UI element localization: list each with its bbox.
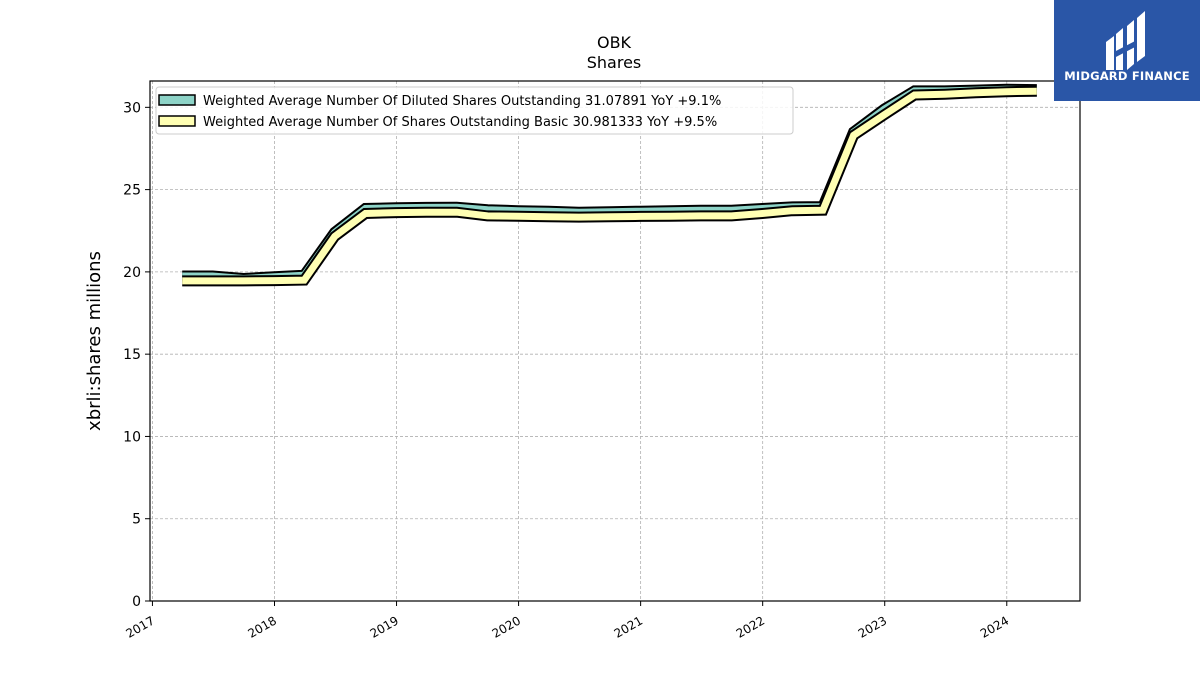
- legend-swatch: [158, 115, 196, 127]
- x-tick-label: 2024: [978, 613, 1011, 640]
- x-tick-label: 2018: [246, 613, 279, 640]
- legend-swatch: [158, 94, 196, 106]
- y-tick-label: 5: [132, 512, 141, 528]
- y-tick-label: 0: [132, 594, 141, 610]
- legend-label: Weighted Average Number Of Diluted Share…: [203, 94, 721, 109]
- y-tick-label: 15: [123, 347, 141, 363]
- series-band-2: [182, 87, 1037, 285]
- logo-text: MIDGARD FINANCE: [1064, 69, 1190, 83]
- x-tick-label: 2021: [612, 613, 645, 640]
- y-axis-label: xbrli:shares millions: [84, 251, 105, 431]
- x-tick-label: 2020: [490, 613, 523, 640]
- grid-lines: [150, 81, 1080, 602]
- x-tick-label: 2017: [123, 613, 156, 640]
- x-tick-label: 2023: [856, 613, 889, 640]
- legend: Weighted Average Number Of Diluted Share…: [155, 86, 794, 135]
- y-tick-label: 10: [123, 429, 141, 445]
- y-tick-label: 25: [123, 183, 141, 199]
- logo-mark-icon: [1106, 11, 1145, 70]
- y-tick-label: 20: [123, 265, 141, 281]
- midgard-finance-logo: MIDGARD FINANCE: [1054, 0, 1200, 101]
- legend-box: [155, 86, 794, 135]
- chart-title: OBK: [597, 33, 632, 52]
- x-tick-label: 2019: [368, 613, 401, 640]
- series-layer: [182, 83, 1037, 287]
- plot-frame: [149, 80, 1081, 602]
- legend-label: Weighted Average Number Of Shares Outsta…: [203, 115, 717, 130]
- y-tick-label: 30: [123, 100, 141, 116]
- chart-subtitle: Shares: [587, 53, 642, 72]
- x-tick-label: 2022: [734, 613, 767, 640]
- axis-ticks: 2017 2018 2019 2020 2021 2022 2023 2024 0 5 10 15 20…: [123, 100, 1011, 641]
